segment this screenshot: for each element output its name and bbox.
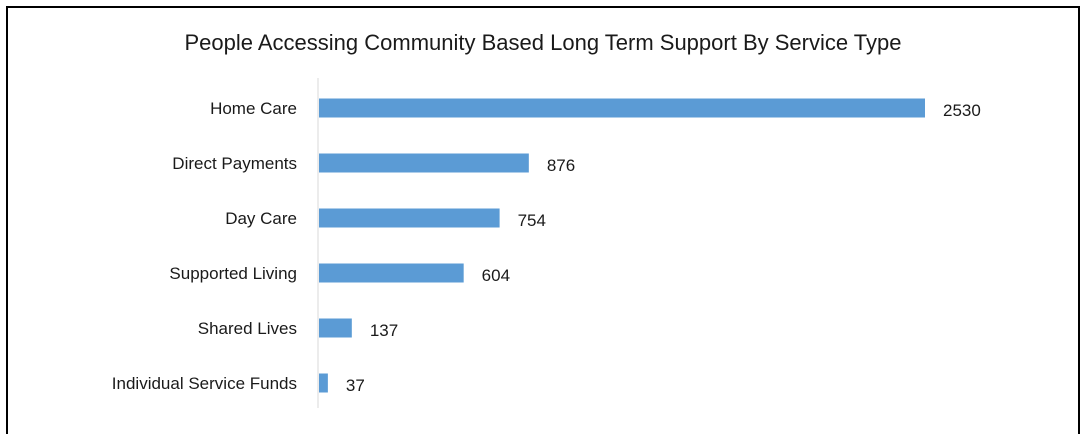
- category-label: Day Care: [225, 209, 297, 228]
- bar-1: [319, 153, 529, 173]
- bar-4: [319, 318, 352, 338]
- category-label: Supported Living: [169, 264, 297, 283]
- category-label: Direct Payments: [172, 154, 297, 173]
- chart-title: People Accessing Community Based Long Te…: [184, 30, 902, 55]
- value-label: 2530: [943, 101, 981, 120]
- value-labels-group: 2530 876 754 604 137 37: [346, 101, 981, 395]
- bar-5: [319, 373, 328, 393]
- chart-frame: [6, 6, 1080, 434]
- value-label: 37: [346, 376, 365, 395]
- category-label: Shared Lives: [198, 319, 297, 338]
- bar-3: [319, 263, 464, 283]
- value-label: 604: [482, 266, 510, 285]
- category-label: Individual Service Funds: [112, 374, 297, 393]
- category-label: Home Care: [210, 99, 297, 118]
- value-label: 876: [547, 156, 575, 175]
- bar-2: [319, 208, 500, 228]
- bars-group: [319, 98, 925, 393]
- value-label: 754: [518, 211, 546, 230]
- value-label: 137: [370, 321, 398, 340]
- bar-0: [319, 98, 925, 118]
- category-labels-group: Home Care Direct Payments Day Care Supporte…: [112, 99, 297, 393]
